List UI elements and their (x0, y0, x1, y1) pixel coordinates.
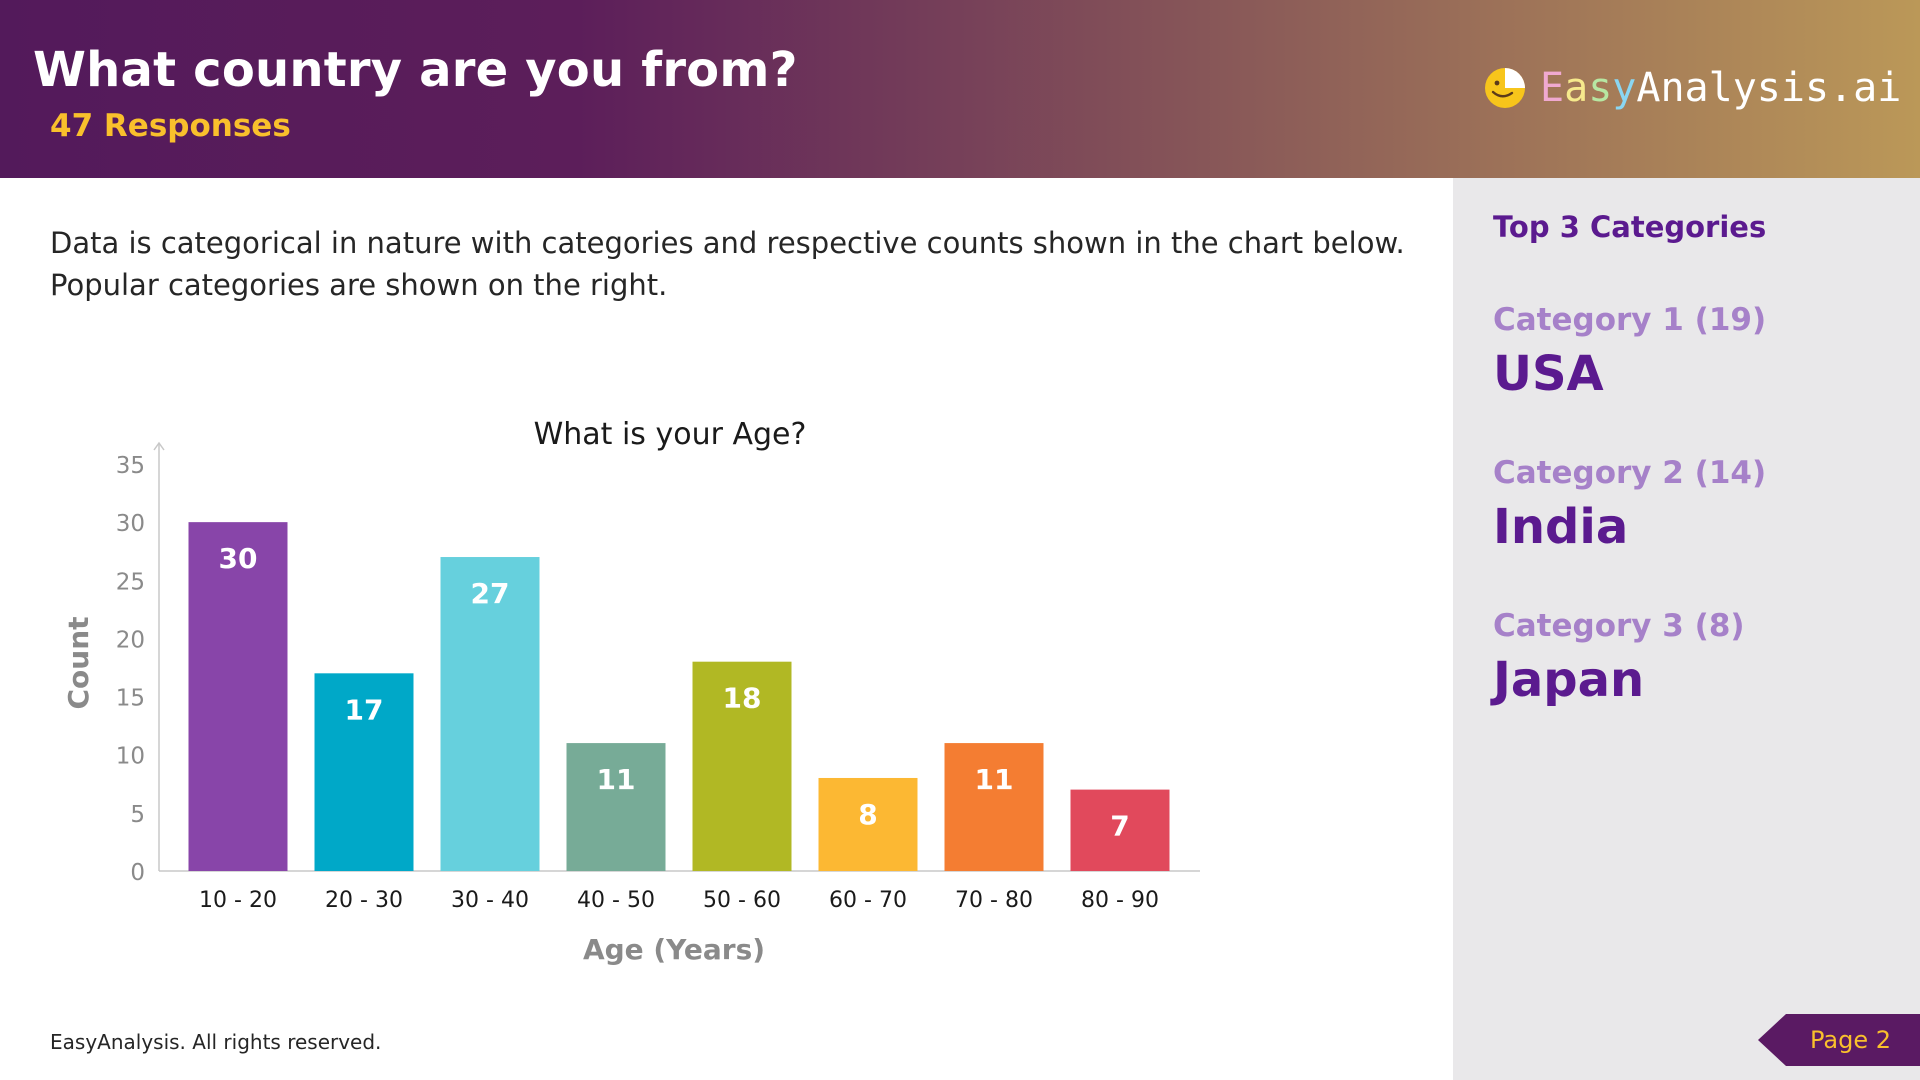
page-tag-icon (1758, 1014, 1920, 1066)
top-categories-panel: Top 3 Categories Category 1 (19) USA Cat… (1453, 178, 1920, 1080)
bar-value-label: 7 (1110, 810, 1129, 843)
logo-wordmark: EasyAnalysis.ai (1540, 65, 1901, 111)
y-tick-label: 0 (130, 860, 145, 886)
category-3-label: Category 3 (8) (1493, 608, 1745, 644)
responses-count: 47 Responses (50, 108, 291, 144)
header-banner: What country are you from? 47 Responses … (0, 0, 1920, 178)
logo-text: Analysis.ai (1636, 65, 1902, 111)
x-tick-label: 30 - 40 (451, 888, 529, 913)
top-categories-heading: Top 3 Categories (1493, 210, 1767, 244)
bar-value-label: 11 (597, 763, 636, 796)
logo: EasyAnalysis.ai (1482, 62, 1901, 114)
bar (692, 661, 792, 871)
y-tick-label: 30 (116, 511, 145, 537)
bar (944, 743, 1044, 871)
category-2-value: India (1493, 499, 1629, 555)
page-title: What country are you from? (33, 42, 798, 98)
bars-group: 30 17 27 11 18 8 11 7 (188, 522, 1170, 871)
page-indicator: Page 2 (1758, 1014, 1920, 1066)
x-tick-label: 80 - 90 (1081, 888, 1159, 913)
y-tick-label: 35 (116, 453, 145, 479)
bar-value-label: 8 (858, 798, 877, 831)
logo-letter-a: a (1564, 65, 1589, 111)
description-line-1: Data is categorical in nature with categ… (50, 226, 1405, 260)
description-line-2: Popular categories are shown on the righ… (50, 268, 668, 302)
bar-value-label: 30 (219, 542, 258, 575)
y-tick-label: 20 (116, 627, 145, 653)
y-tick-label: 25 (116, 569, 145, 595)
category-1-label: Category 1 (19) (1493, 302, 1767, 338)
y-tick-label: 15 (116, 686, 145, 712)
x-tick-label: 10 - 20 (199, 888, 277, 913)
smiley-pie-icon (1485, 68, 1525, 108)
bar (440, 557, 540, 871)
logo-letter-s: s (1588, 65, 1613, 111)
x-tick-label: 60 - 70 (829, 888, 907, 913)
bar (188, 522, 288, 871)
x-axis-label: Age (Years) (583, 933, 765, 966)
x-tick-label: 70 - 80 (955, 888, 1033, 913)
bar-value-label: 17 (345, 693, 384, 726)
bar (566, 743, 666, 871)
y-axis-label: Count (62, 616, 95, 709)
logo-letter-e: E (1540, 65, 1565, 111)
y-tick-label: 10 (116, 744, 145, 770)
chart-title: What is your Age? (534, 417, 807, 452)
bar (314, 673, 414, 871)
bar-value-label: 18 (723, 682, 762, 715)
y-tick-label: 5 (130, 802, 145, 828)
y-axis-arrow-icon (153, 441, 165, 451)
bar-value-label: 11 (975, 763, 1014, 796)
bar-chart: What is your Age? 0 5 10 15 20 25 30 35 30 17 27 1… (62, 417, 1200, 966)
bar (1070, 789, 1170, 871)
logo-letter-y: y (1612, 65, 1637, 111)
y-axis-ticks: 0 5 10 15 20 25 30 35 (116, 453, 145, 886)
category-1-value: USA (1493, 346, 1604, 402)
bar-value-label: 27 (471, 577, 510, 610)
category-2-label: Category 2 (14) (1493, 455, 1767, 491)
footer-copyright: EasyAnalysis. All rights reserved. (50, 1030, 382, 1054)
x-tick-label: 40 - 50 (577, 888, 655, 913)
x-axis-ticks: 10 - 20 20 - 30 30 - 40 40 - 50 50 - 60 60 - … (199, 888, 1159, 913)
page-number: Page 2 (1810, 1026, 1891, 1054)
bar (818, 777, 918, 871)
category-3-value: Japan (1493, 652, 1645, 708)
x-tick-label: 20 - 30 (325, 888, 403, 913)
description: Data is categorical in nature with categ… (50, 222, 1410, 306)
x-tick-label: 50 - 60 (703, 888, 781, 913)
